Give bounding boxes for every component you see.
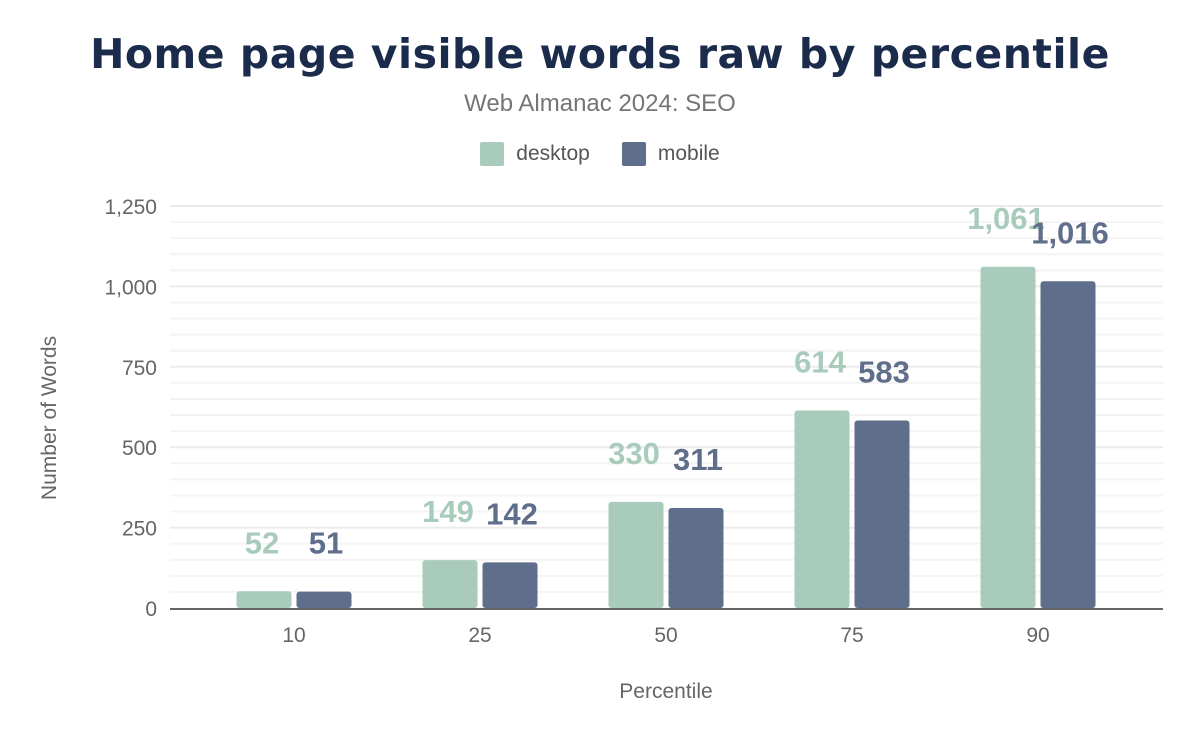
chart-title: Home page visible words raw by percentil…	[90, 30, 1110, 78]
bar-mobile	[296, 591, 352, 608]
y-tick-label: 250	[122, 518, 157, 541]
y-tick-label: 750	[122, 357, 157, 380]
bar-desktop	[794, 410, 850, 608]
data-label-mobile: 311	[673, 442, 723, 477]
x-tick-label: 50	[654, 624, 677, 647]
x-tick-label: 90	[1026, 624, 1049, 647]
x-tick-label: 75	[840, 624, 863, 647]
legend-item-mobile[interactable]: mobile	[621, 142, 720, 166]
legend-item-desktop[interactable]: desktop	[480, 142, 590, 166]
data-label-desktop: 614	[794, 345, 846, 380]
bar-mobile	[482, 562, 538, 608]
chart-subtitle: Web Almanac 2024: SEO	[464, 90, 736, 117]
bar-desktop	[608, 501, 664, 608]
x-tick-label: 25	[468, 624, 491, 647]
legend-label-desktop: desktop	[516, 142, 590, 165]
data-label-desktop: 330	[608, 436, 660, 471]
bar-mobile	[1040, 281, 1096, 608]
legend: desktop mobile	[0, 142, 1200, 166]
bar-mobile	[854, 420, 910, 608]
x-tick-label: 10	[282, 624, 305, 647]
data-label-mobile: 1,016	[1031, 215, 1109, 250]
legend-label-mobile: mobile	[657, 142, 720, 165]
y-tick-label: 500	[122, 437, 157, 460]
data-label-mobile: 583	[858, 355, 910, 390]
legend-swatch-desktop	[480, 142, 505, 166]
y-tick-label: 1,250	[104, 196, 157, 219]
data-label-mobile: 51	[309, 526, 343, 561]
bar-desktop	[422, 560, 478, 608]
legend-swatch-mobile	[621, 142, 646, 166]
bar-desktop	[236, 591, 292, 608]
data-label-desktop: 1,061	[967, 201, 1045, 236]
y-tick-label: 0	[145, 598, 157, 621]
data-label-desktop: 149	[422, 494, 474, 529]
x-axis-title: Percentile	[619, 680, 712, 703]
bar-desktop	[980, 266, 1036, 608]
data-label-mobile: 142	[486, 496, 538, 531]
y-tick-label: 1,000	[104, 276, 157, 299]
y-axis-title: Number of Words	[38, 336, 61, 500]
data-label-desktop: 52	[245, 525, 279, 560]
bar-mobile	[668, 507, 724, 608]
